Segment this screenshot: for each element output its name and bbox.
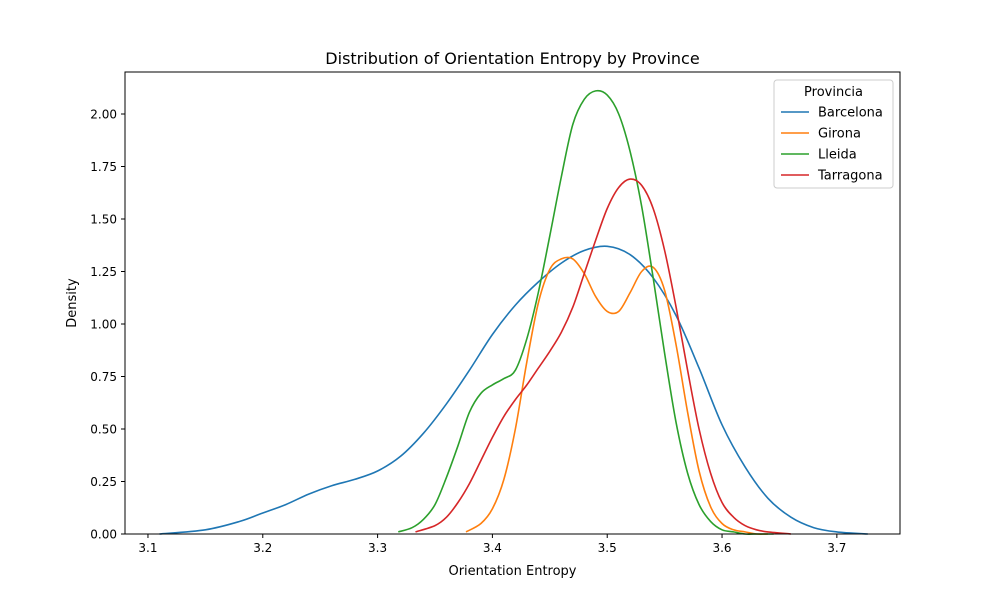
x-axis-label: Orientation Entropy: [448, 564, 576, 579]
y-tick-label: 1.75: [90, 160, 117, 174]
x-axis-ticks: 3.1 3.2 3.3 3.4 3.5 3.6 3.7: [138, 534, 846, 555]
legend: Provincia Barcelona Girona Lleida Tarragona: [773, 79, 894, 189]
plot-series-group: [159, 89, 868, 535]
legend-title: Provincia: [804, 85, 863, 100]
legend-label-barcelona: Barcelona: [818, 106, 883, 121]
x-tick-label: 3.3: [368, 541, 387, 555]
legend-label-lleida: Lleida: [818, 148, 857, 163]
y-tick-label: 0.50: [90, 423, 117, 437]
y-tick-label: 0.00: [90, 528, 117, 542]
y-tick-label: 1.50: [90, 213, 117, 227]
x-tick-label: 3.7: [827, 541, 846, 555]
legend-label-girona: Girona: [818, 127, 861, 142]
series-line-tarragona: [415, 178, 792, 535]
y-tick-label: 1.00: [90, 318, 117, 332]
x-tick-label: 3.1: [138, 541, 157, 555]
plot-frame: [124, 71, 901, 535]
y-axis-label: Density: [65, 278, 80, 328]
chart-title: Distribution of Orientation Entropy by P…: [325, 49, 699, 68]
series-line-barcelona: [159, 245, 868, 535]
x-tick-label: 3.2: [253, 541, 272, 555]
y-tick-label: 0.25: [90, 475, 117, 489]
y-tick-label: 2.00: [90, 108, 117, 122]
legend-box: [773, 79, 894, 189]
y-tick-label: 0.75: [90, 370, 117, 384]
x-tick-label: 3.5: [598, 541, 617, 555]
series-line-lleida: [398, 89, 774, 535]
series-line-girona: [465, 256, 768, 535]
x-tick-label: 3.6: [712, 541, 731, 555]
legend-items: Barcelona Girona Lleida Tarragona: [781, 106, 883, 184]
x-tick-label: 3.4: [483, 541, 502, 555]
legend-label-tarragona: Tarragona: [817, 169, 883, 184]
y-tick-label: 1.25: [90, 265, 117, 279]
y-axis-ticks: 0.00 0.25 0.50 0.75 1.00 1.25 1.50 1.75 2.00: [90, 108, 125, 542]
